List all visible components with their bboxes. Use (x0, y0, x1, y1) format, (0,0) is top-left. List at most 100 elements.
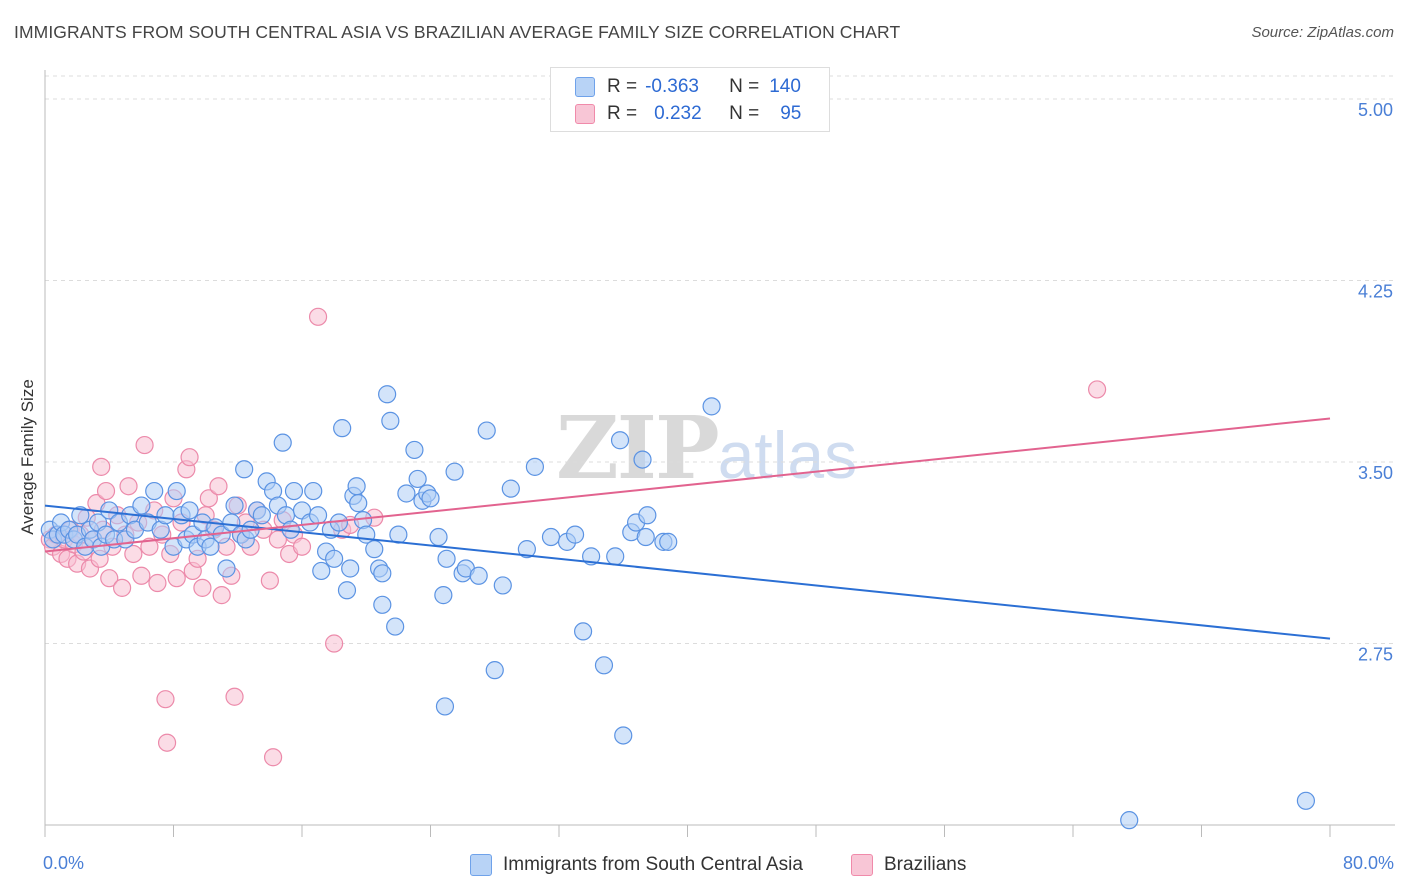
source-attribution: Source: ZipAtlas.com (1251, 24, 1394, 41)
point-south-central-asia (1296, 791, 1316, 810)
point-brazilian (260, 571, 279, 590)
point-south-central-asia (408, 469, 427, 489)
series-legend-south-central-asia: Immigrants from South Central Asia (470, 852, 803, 878)
point-south-central-asia (365, 540, 384, 559)
r-label: R = (607, 76, 638, 97)
point-brazilian (132, 566, 151, 585)
point-south-central-asia (347, 477, 366, 496)
point-brazilian (119, 477, 138, 496)
point-south-central-asia (71, 506, 90, 525)
point-brazilian (263, 748, 283, 767)
point-south-central-asia (610, 431, 630, 450)
point-south-central-asia (573, 622, 593, 641)
point-south-central-asia (333, 419, 352, 438)
point-brazilian (199, 489, 218, 508)
point-south-central-asia (156, 506, 175, 525)
point-south-central-asia (659, 532, 678, 551)
point-south-central-asia (373, 564, 392, 583)
point-brazilian (100, 569, 119, 588)
point-south-central-asia (378, 385, 397, 404)
point-south-central-asia (638, 506, 657, 525)
y-tick-label: 2.75 (1358, 645, 1393, 665)
point-south-central-asia (429, 527, 448, 547)
point-south-central-asia (145, 481, 164, 501)
point-brazilian (292, 537, 312, 556)
n-value: 95 (780, 103, 802, 124)
point-brazilian (225, 687, 244, 706)
x-tick-label: 80.0% (1343, 853, 1394, 873)
point-south-central-asia (445, 462, 464, 481)
chart-title: IMMIGRANTS FROM SOUTH CENTRAL ASIA VS BR… (14, 22, 901, 42)
point-brazilian (180, 448, 199, 467)
point-south-central-asia (217, 559, 236, 578)
point-south-central-asia (201, 537, 220, 556)
point-south-central-asia (180, 501, 199, 520)
point-south-central-asia (304, 481, 323, 501)
n-label: N = (729, 103, 760, 124)
point-south-central-asia (594, 656, 614, 675)
point-south-central-asia (337, 581, 357, 600)
x-tick-label: 0.0% (43, 853, 84, 873)
point-brazilian (157, 733, 177, 752)
point-south-central-asia (421, 489, 440, 508)
point-south-central-asia (312, 561, 331, 581)
point-south-central-asia (386, 617, 405, 636)
grid-lines (45, 75, 1395, 645)
point-brazilian (1087, 380, 1107, 399)
y-tick-label: 4.25 (1358, 282, 1393, 302)
point-south-central-asia (434, 586, 453, 605)
n-label: N = (729, 76, 760, 97)
r-value: 0.232 (654, 103, 702, 124)
point-south-central-asia (435, 697, 455, 716)
y-tick-label: 3.50 (1358, 463, 1393, 483)
y-axis-label: Average Family Size (18, 379, 37, 535)
series-legend-brazilians: Brazilians (851, 852, 966, 878)
point-south-central-asia (373, 595, 392, 614)
tick-labels: 2.75 3.50 4.25 5.00 0.0% 80.0% (43, 100, 1394, 873)
point-south-central-asia (1120, 811, 1139, 830)
point-south-central-asia (235, 460, 254, 479)
point-south-central-asia (525, 457, 545, 476)
trend-line-south-central-asia (44, 504, 1331, 640)
point-south-central-asia (469, 566, 488, 585)
point-south-central-asia (477, 421, 496, 440)
point-south-central-asia (517, 540, 536, 559)
point-south-central-asia (565, 525, 585, 544)
point-south-central-asia (633, 450, 652, 469)
point-south-central-asia (397, 484, 416, 503)
series-swatch-blue (470, 854, 492, 876)
point-brazilian (325, 634, 344, 653)
point-south-central-asia (541, 527, 561, 547)
point-south-central-asia (614, 726, 633, 745)
zipatlas-watermark: ZIPatlas (556, 398, 857, 499)
data-points (40, 307, 1316, 830)
point-south-central-asia (582, 547, 601, 566)
point-south-central-asia (349, 494, 368, 513)
point-south-central-asia (485, 661, 504, 680)
series-name: Immigrants from South Central Asia (503, 854, 803, 875)
point-south-central-asia (284, 481, 304, 501)
point-south-central-asia (167, 481, 186, 501)
point-south-central-asia (325, 549, 344, 568)
point-brazilian (209, 477, 228, 496)
point-brazilian (193, 578, 212, 597)
point-south-central-asia (381, 411, 400, 430)
point-brazilian (148, 573, 167, 593)
point-south-central-asia (702, 397, 721, 416)
point-south-central-asia (493, 576, 512, 595)
legend-row-brazilians: R = 0.232 N = 95 (575, 102, 801, 126)
watermark-zip: ZIP (556, 398, 720, 499)
point-brazilian (140, 537, 159, 556)
series-swatch-pink (851, 854, 873, 876)
correlation-legend: R = -0.363 N = 140 R = 0.232 N = 95 (550, 67, 830, 132)
point-south-central-asia (132, 496, 151, 515)
point-brazilian (112, 578, 132, 597)
trend-lines (44, 417, 1331, 640)
y-tick-label: 5.00 (1358, 100, 1393, 120)
point-south-central-asia (225, 496, 244, 515)
point-brazilian (135, 435, 154, 455)
point-brazilian (92, 457, 111, 476)
point-south-central-asia (501, 479, 520, 498)
point-south-central-asia (405, 440, 424, 460)
r-value: -0.363 (645, 76, 699, 97)
